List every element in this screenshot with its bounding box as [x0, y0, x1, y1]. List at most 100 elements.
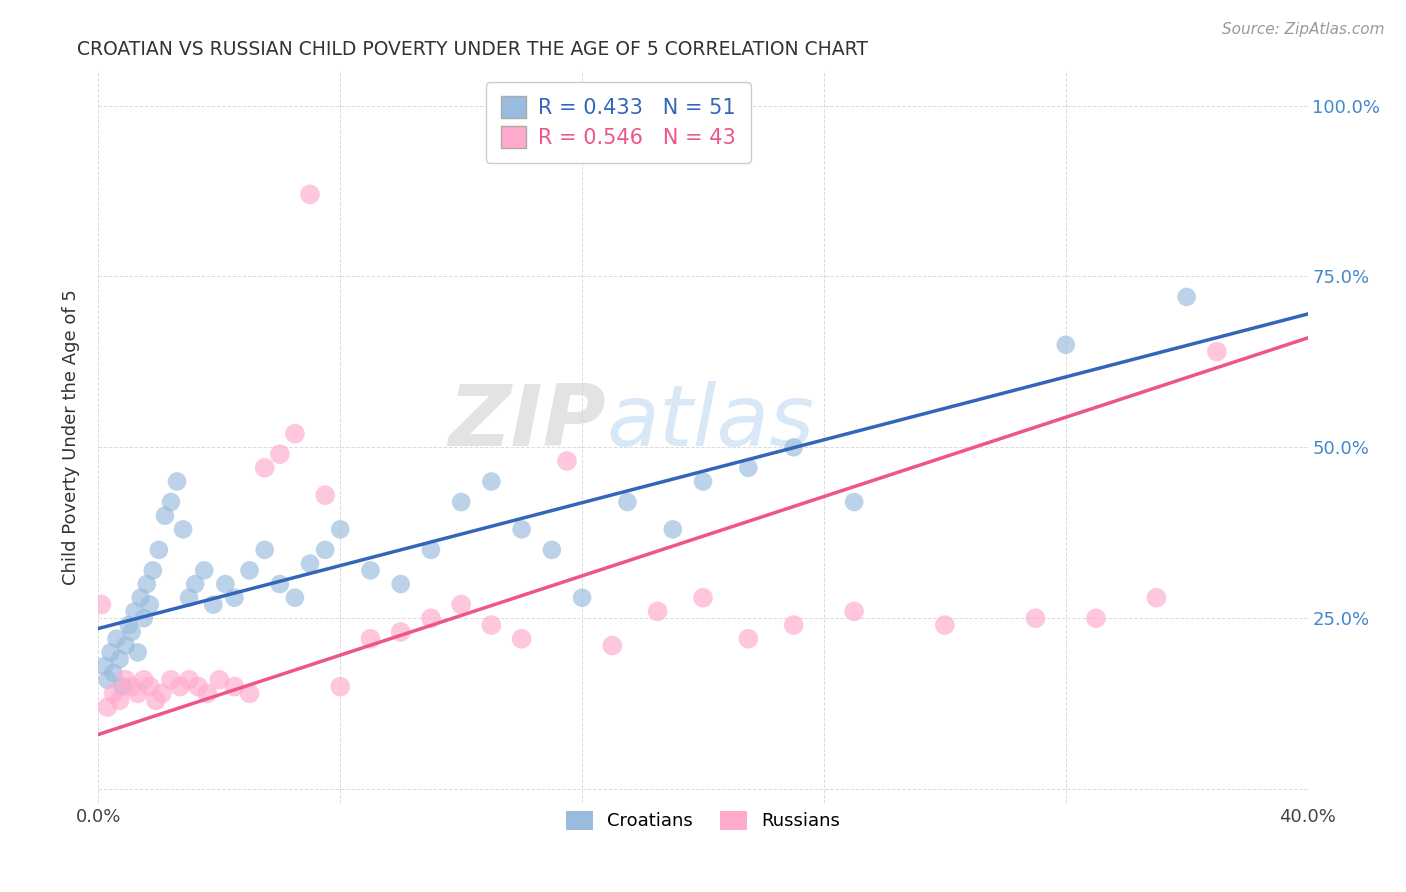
Point — [481, 618, 503, 632]
Point — [602, 639, 624, 653]
Point — [360, 563, 382, 577]
Point — [844, 604, 866, 618]
Text: atlas: atlas — [606, 381, 814, 464]
Text: CROATIAN VS RUSSIAN CHILD POVERTY UNDER THE AGE OF 5 CORRELATION CHART: CROATIAN VS RUSSIAN CHILD POVERTY UNDER … — [77, 40, 869, 59]
Point — [571, 591, 593, 605]
Point — [692, 591, 714, 605]
Point — [100, 645, 122, 659]
Point — [153, 508, 176, 523]
Point — [195, 686, 218, 700]
Point — [299, 557, 322, 571]
Point — [934, 618, 956, 632]
Point — [450, 495, 472, 509]
Point — [111, 680, 134, 694]
Point — [269, 447, 291, 461]
Point — [1206, 344, 1229, 359]
Point — [510, 632, 533, 646]
Point — [114, 639, 136, 653]
Point — [184, 577, 207, 591]
Point — [540, 542, 562, 557]
Legend: Croatians, Russians: Croatians, Russians — [558, 804, 848, 838]
Point — [214, 577, 236, 591]
Point — [360, 632, 382, 646]
Point — [160, 495, 183, 509]
Point — [103, 686, 125, 700]
Point — [253, 542, 276, 557]
Point — [844, 495, 866, 509]
Point — [314, 488, 336, 502]
Point — [129, 591, 152, 605]
Point — [142, 563, 165, 577]
Point — [169, 680, 191, 694]
Point — [420, 611, 443, 625]
Point — [1024, 611, 1046, 625]
Point — [481, 475, 503, 489]
Point — [299, 187, 322, 202]
Point — [202, 598, 225, 612]
Point — [783, 618, 806, 632]
Point — [389, 624, 412, 639]
Point — [179, 673, 201, 687]
Point — [737, 632, 759, 646]
Point — [269, 577, 291, 591]
Point — [124, 604, 146, 618]
Point — [139, 680, 162, 694]
Point — [150, 686, 173, 700]
Point — [160, 673, 183, 687]
Point — [132, 611, 155, 625]
Point — [389, 577, 412, 591]
Point — [284, 426, 307, 441]
Point — [692, 475, 714, 489]
Point — [132, 673, 155, 687]
Point — [179, 591, 201, 605]
Point — [239, 686, 262, 700]
Point — [616, 495, 638, 509]
Point — [555, 454, 578, 468]
Point — [1144, 591, 1167, 605]
Point — [96, 700, 118, 714]
Point — [172, 522, 194, 536]
Point — [105, 632, 128, 646]
Text: ZIP: ZIP — [449, 381, 606, 464]
Point — [737, 460, 759, 475]
Point — [139, 598, 162, 612]
Point — [329, 522, 352, 536]
Point — [510, 522, 533, 536]
Point — [647, 604, 669, 618]
Point — [1054, 338, 1077, 352]
Point — [90, 598, 112, 612]
Point — [420, 542, 443, 557]
Point — [96, 673, 118, 687]
Text: Source: ZipAtlas.com: Source: ZipAtlas.com — [1222, 22, 1385, 37]
Point — [193, 563, 215, 577]
Point — [148, 542, 170, 557]
Point — [208, 673, 231, 687]
Point — [661, 522, 683, 536]
Point — [329, 680, 352, 694]
Point — [253, 460, 276, 475]
Y-axis label: Child Poverty Under the Age of 5: Child Poverty Under the Age of 5 — [62, 289, 80, 585]
Point — [1175, 290, 1198, 304]
Point — [450, 598, 472, 612]
Point — [166, 475, 188, 489]
Point — [135, 577, 157, 591]
Point — [187, 680, 209, 694]
Point — [1085, 611, 1108, 625]
Point — [114, 673, 136, 687]
Point — [224, 680, 246, 694]
Point — [103, 665, 125, 680]
Point — [783, 440, 806, 454]
Point — [224, 591, 246, 605]
Point — [121, 680, 143, 694]
Point — [93, 659, 115, 673]
Point — [118, 618, 141, 632]
Point — [108, 693, 131, 707]
Point — [127, 686, 149, 700]
Point — [121, 624, 143, 639]
Point — [314, 542, 336, 557]
Point — [145, 693, 167, 707]
Point — [284, 591, 307, 605]
Point — [239, 563, 262, 577]
Point — [127, 645, 149, 659]
Point — [108, 652, 131, 666]
